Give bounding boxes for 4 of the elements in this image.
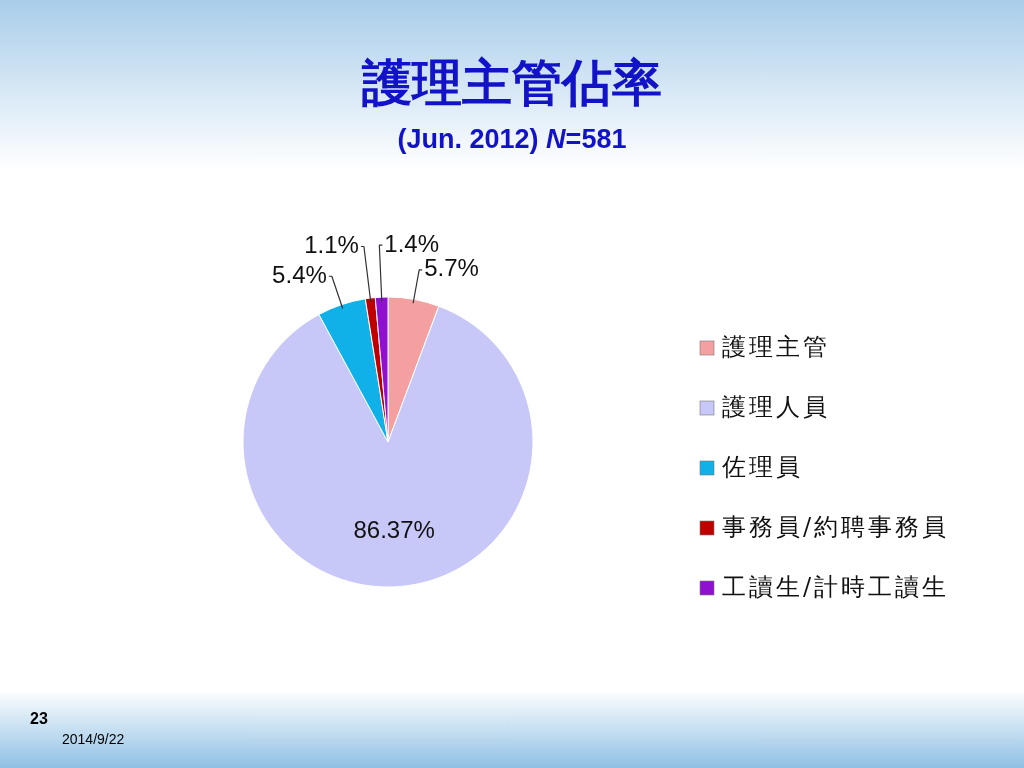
subtitle: (Jun. 2012) N=581 — [397, 124, 627, 154]
annotation: 2014/9/22 — [62, 731, 125, 747]
title: 護理主管佔率 — [362, 54, 662, 112]
annotation: 23 — [30, 710, 48, 727]
